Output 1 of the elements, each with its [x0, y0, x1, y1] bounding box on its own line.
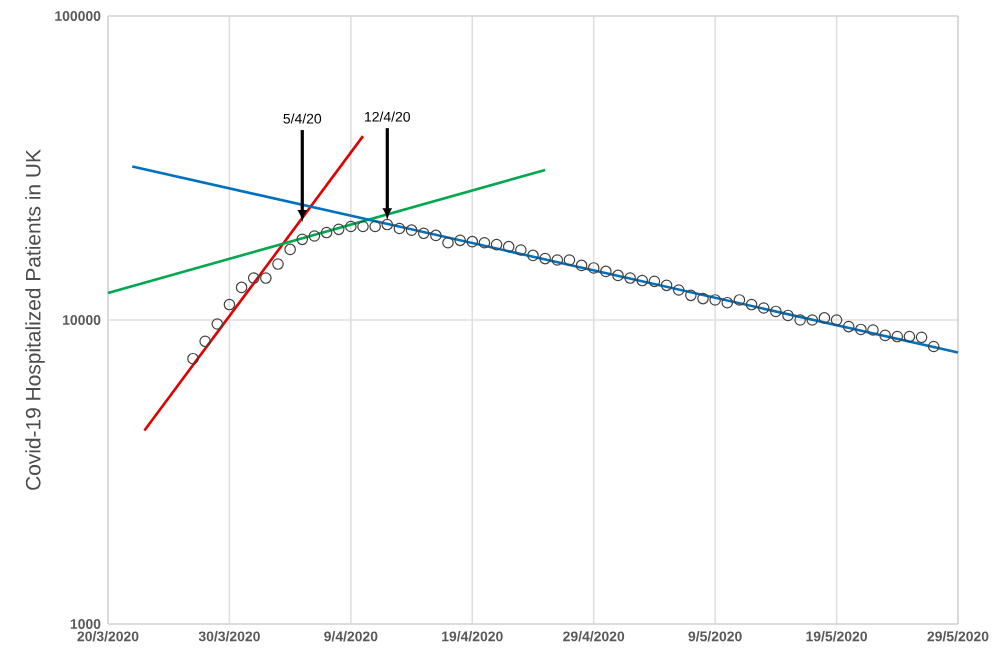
y-axis-title: Covid-19 Hospitalized Patients in UK — [25, 149, 45, 490]
